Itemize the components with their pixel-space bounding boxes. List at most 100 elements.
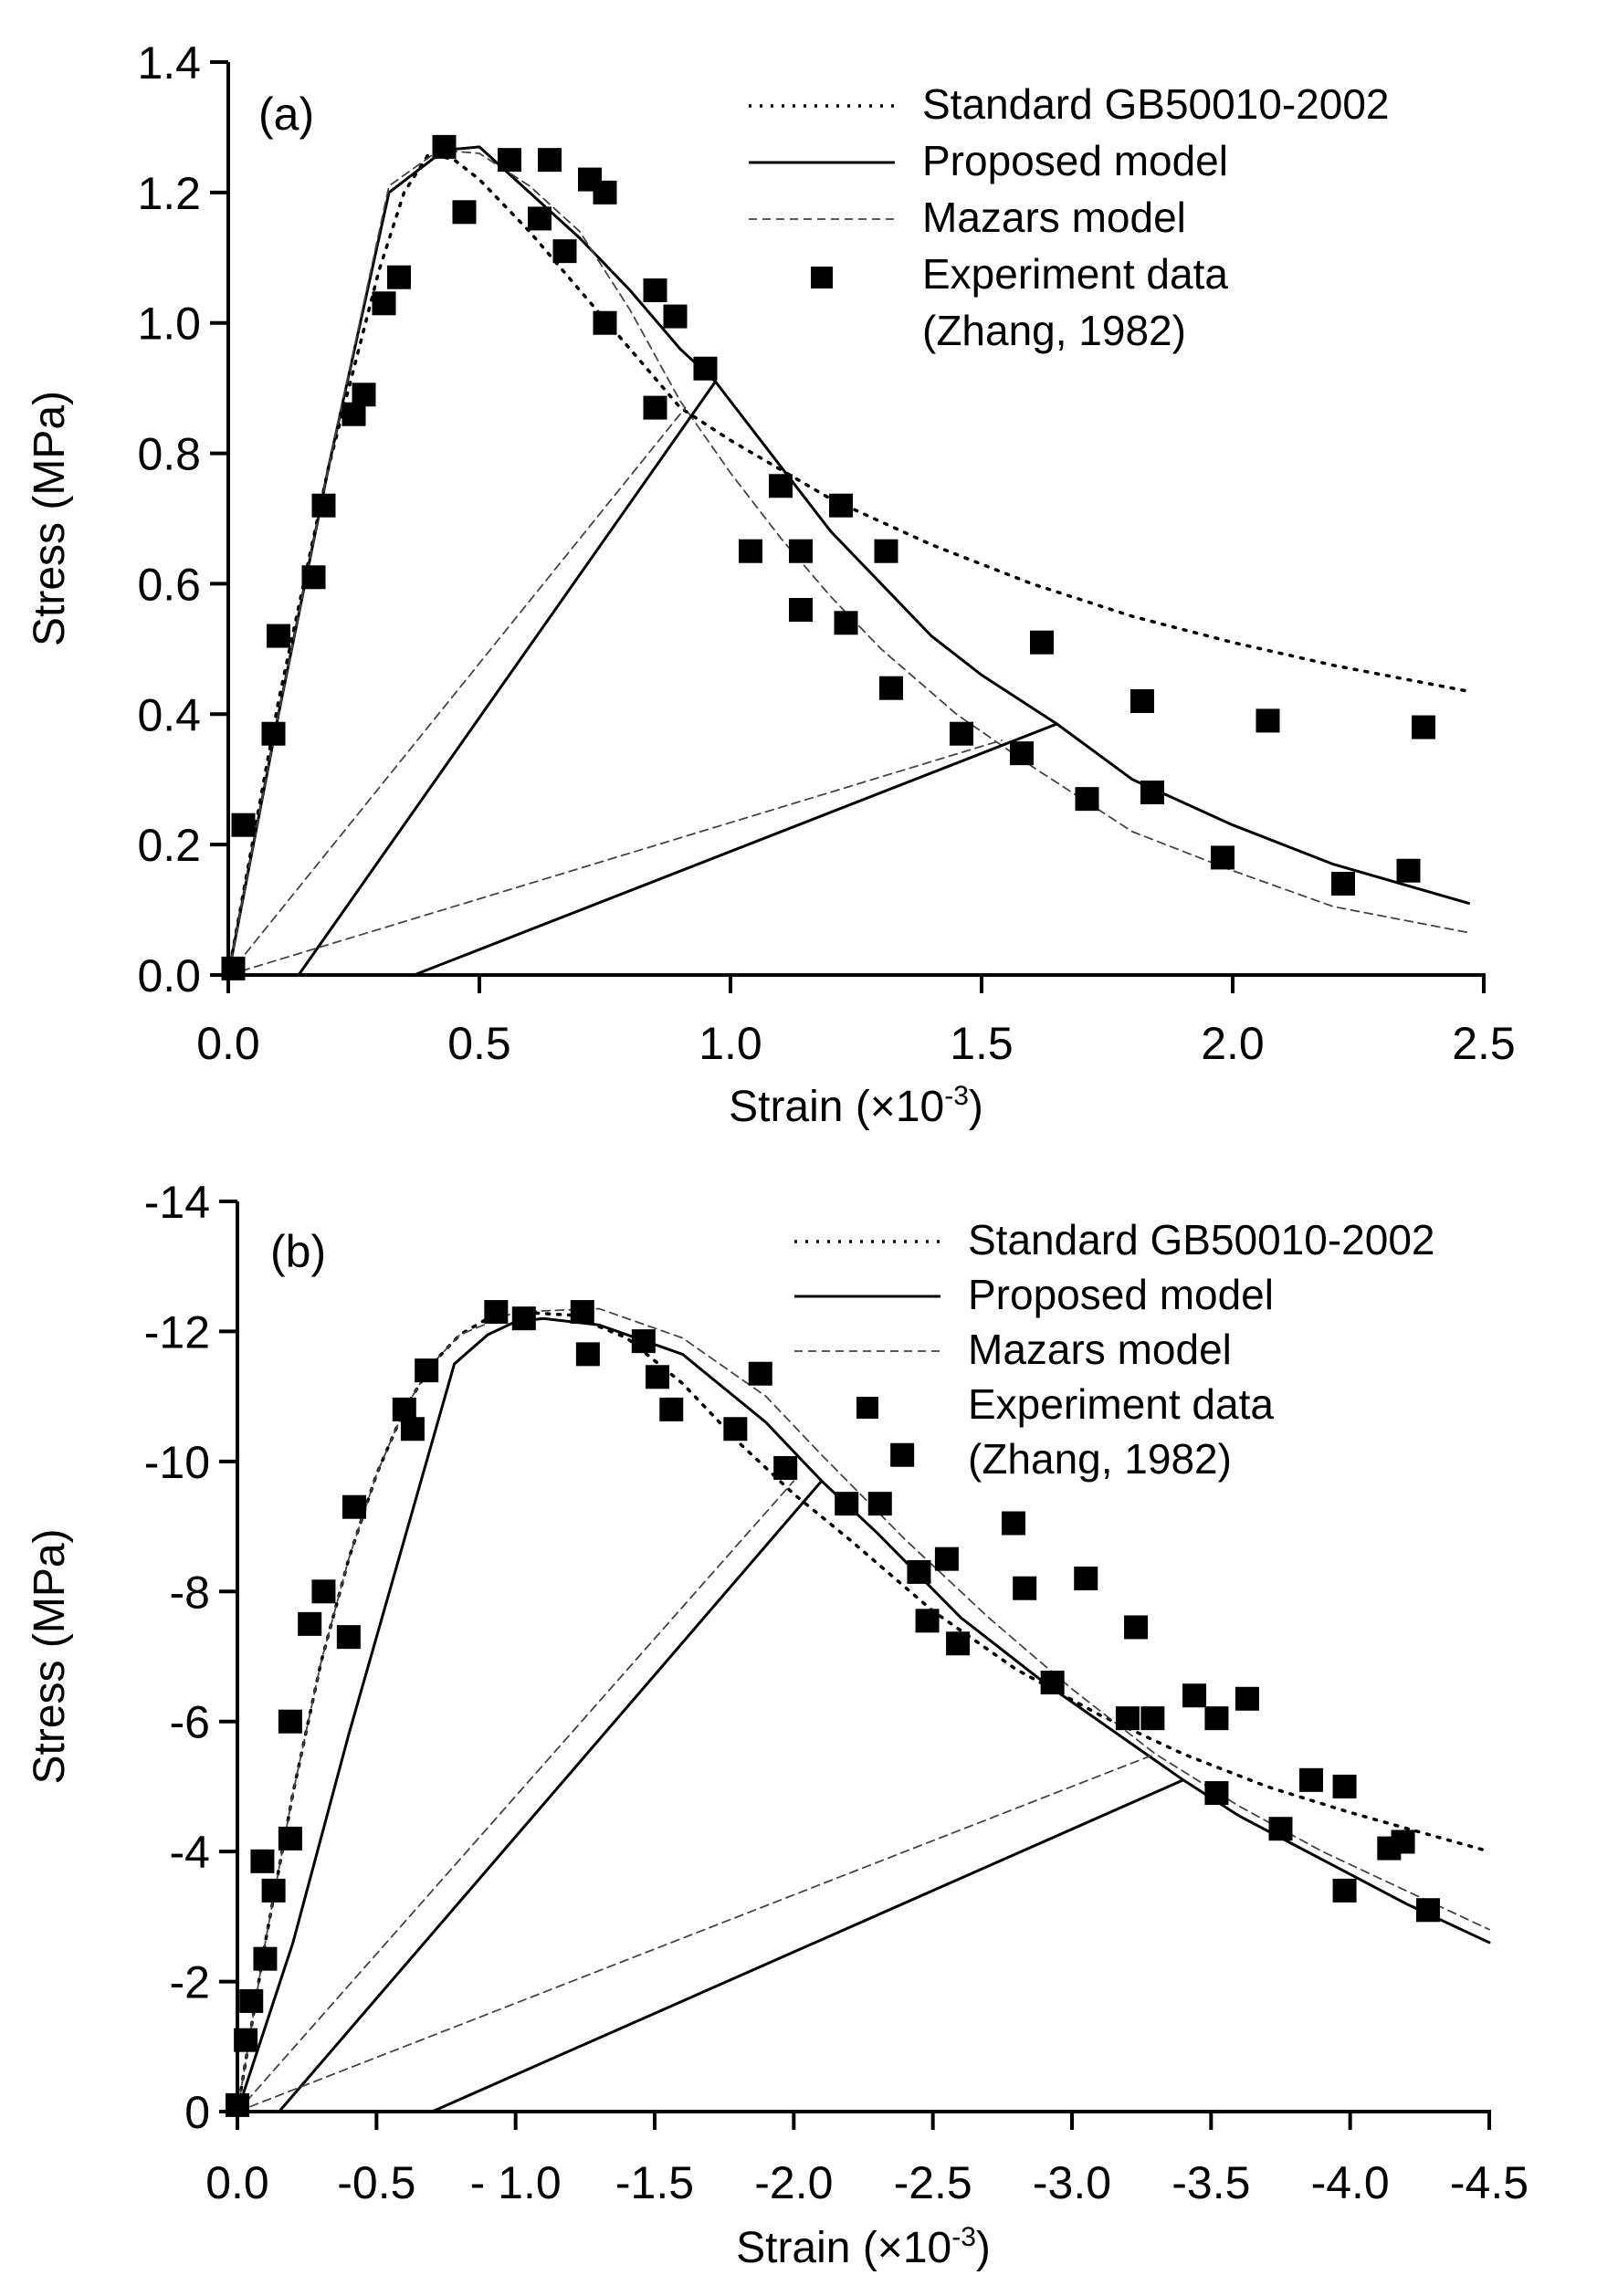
x-tick-label: -4.5 xyxy=(1450,2157,1529,2208)
experiment-data-point xyxy=(1115,1706,1140,1731)
experiment-data-point xyxy=(226,2092,249,2117)
experiment-data-point xyxy=(1075,787,1099,812)
x-tick-label: -3.5 xyxy=(1171,2157,1250,2208)
experiment-data-point xyxy=(1030,630,1054,655)
experiment-data-point xyxy=(950,721,973,746)
experiment-data-point xyxy=(352,383,376,407)
experiment-data-point xyxy=(867,1492,892,1516)
experiment-data-point xyxy=(934,1546,959,1571)
mazars-unloading-2-line xyxy=(227,739,1003,976)
experiment-data-point xyxy=(1204,1781,1229,1806)
proposed-model-line xyxy=(236,1316,1491,2113)
y-tick-label: -6 xyxy=(170,1697,210,1748)
experiment-data-point xyxy=(907,1559,931,1584)
proposed-unloading-2-line xyxy=(413,722,1058,977)
experiment-data-point xyxy=(278,1709,302,1734)
x-tick-label: -2.0 xyxy=(754,2157,833,2208)
legend: Standard GB50010-2002 Proposed model Mazar… xyxy=(794,1216,1435,1483)
x-tick-label: 0.5 xyxy=(447,1018,511,1069)
x-tick-label: 1.5 xyxy=(950,1018,1014,1069)
experiment-data-point xyxy=(570,1300,594,1325)
x-tick-label: -2.5 xyxy=(894,2157,972,2208)
legend-entry-label: Standard GB50010-2002 xyxy=(968,1216,1435,1263)
mazars-unloading-1-line xyxy=(227,406,687,976)
experiment-data-point xyxy=(723,1417,748,1442)
legend-entry-label: Experiment data xyxy=(968,1380,1274,1428)
x-axis-title-close: ) xyxy=(976,2224,991,2272)
x-axis-title-close: ) xyxy=(969,1083,983,1131)
experiment-data-point xyxy=(829,493,853,518)
x-axis-title-main: Strain (×10 xyxy=(736,2224,951,2272)
experiment-data-point xyxy=(528,206,552,231)
experiment-data-point xyxy=(1256,708,1280,733)
experiment-data-point xyxy=(1211,845,1235,870)
y-tick-label: -14 xyxy=(144,1177,210,1228)
experiment-data-point xyxy=(234,2028,258,2052)
x-axis-title: Strain (×10-3) xyxy=(736,2222,991,2272)
y-tick-label: -4 xyxy=(170,1827,210,1878)
panel-b: 0 -2 -4 -6 -8 -10 -12 -14 0.0 -0.5 - 1.0 -1.5 -2.0 -2… xyxy=(26,1177,1529,2272)
x-tick-label: -4.0 xyxy=(1311,2157,1390,2208)
experiment-data-point xyxy=(1299,1767,1324,1792)
experiment-data-point xyxy=(646,1365,670,1389)
legend: Standard GB50010-2002 Proposed model Mazar… xyxy=(749,80,1390,354)
panel-a: 0.0 0.2 0.4 0.6 0.8 1.0 1.2 1.4 0.0 0.5 1.0 1.5 2.0 2… xyxy=(26,37,1516,1131)
mazars-unloading-2-line xyxy=(236,1753,1157,2113)
experiment-data-point xyxy=(1002,1511,1026,1536)
legend-entry-label: Experiment data xyxy=(922,250,1228,298)
experiment-data-point xyxy=(1182,1683,1207,1708)
x-axis-title-main: Strain (×10 xyxy=(729,1083,944,1131)
experiment-data-point xyxy=(789,598,813,622)
experiment-data-point xyxy=(261,1878,286,1903)
y-tick-label: -12 xyxy=(144,1306,210,1358)
experiment-data-point xyxy=(769,474,793,498)
experiment-data-point xyxy=(221,956,246,980)
legend-entry-label: Mazars model xyxy=(968,1326,1232,1373)
experiment-data-point xyxy=(1332,1878,1357,1903)
proposed-unloading-1-line xyxy=(278,1479,824,2113)
x-axis-title: Strain (×10-3) xyxy=(729,1081,983,1131)
experiment-data-point xyxy=(1332,1774,1357,1798)
experiment-data-point xyxy=(643,278,667,302)
experiment-data-point xyxy=(575,1342,600,1367)
x-tick-label: -3.0 xyxy=(1033,2157,1111,2208)
experiment-data-point xyxy=(278,1826,302,1850)
experiment-data-point xyxy=(498,148,521,173)
x-tick-label: 0.0 xyxy=(205,2157,269,2208)
x-axis-title-exponent: -3 xyxy=(944,1081,969,1111)
experiment-data-point xyxy=(261,721,286,746)
experiment-data-point xyxy=(552,239,577,264)
experiment-data-point xyxy=(1010,741,1034,766)
experiment-data-point xyxy=(1140,1706,1165,1731)
experiment-data-point xyxy=(301,565,326,590)
x-tick-label: 0.0 xyxy=(196,1018,260,1069)
x-tick-label: -0.5 xyxy=(337,2157,415,2208)
experiment-data-point xyxy=(298,1611,322,1636)
experiment-data-point xyxy=(239,1988,264,2013)
y-tick-label: 0.6 xyxy=(137,559,201,610)
experiment-data-point xyxy=(663,304,688,329)
legend-entry-label: Standard GB50010-2002 xyxy=(922,80,1390,128)
y-tick-label: 1.4 xyxy=(137,37,201,89)
experiment-data-point xyxy=(1268,1817,1293,1841)
y-tick-label: -8 xyxy=(170,1567,210,1618)
experiment-data-point xyxy=(1204,1706,1229,1731)
experiment-data-point xyxy=(834,611,858,635)
experiment-data-point xyxy=(1040,1670,1065,1694)
experiment-data-point xyxy=(1415,1898,1440,1923)
experiment-data-point xyxy=(915,1609,940,1633)
legend-entry-label: Proposed model xyxy=(922,137,1228,184)
experiment-data-point xyxy=(267,624,290,648)
experiment-data-point xyxy=(659,1397,684,1421)
x-axis-title-exponent: -3 xyxy=(951,2222,976,2252)
experiment-data-point xyxy=(593,180,617,204)
mazars-unloading-1-line xyxy=(236,1480,795,2113)
experiment-data-point xyxy=(890,1442,915,1467)
experiment-data-point xyxy=(789,539,813,563)
experiment-data-point xyxy=(1130,689,1154,713)
experiment-data-point xyxy=(311,493,336,518)
experiment-data-point xyxy=(874,539,898,563)
experiment-data-point xyxy=(1074,1567,1098,1591)
